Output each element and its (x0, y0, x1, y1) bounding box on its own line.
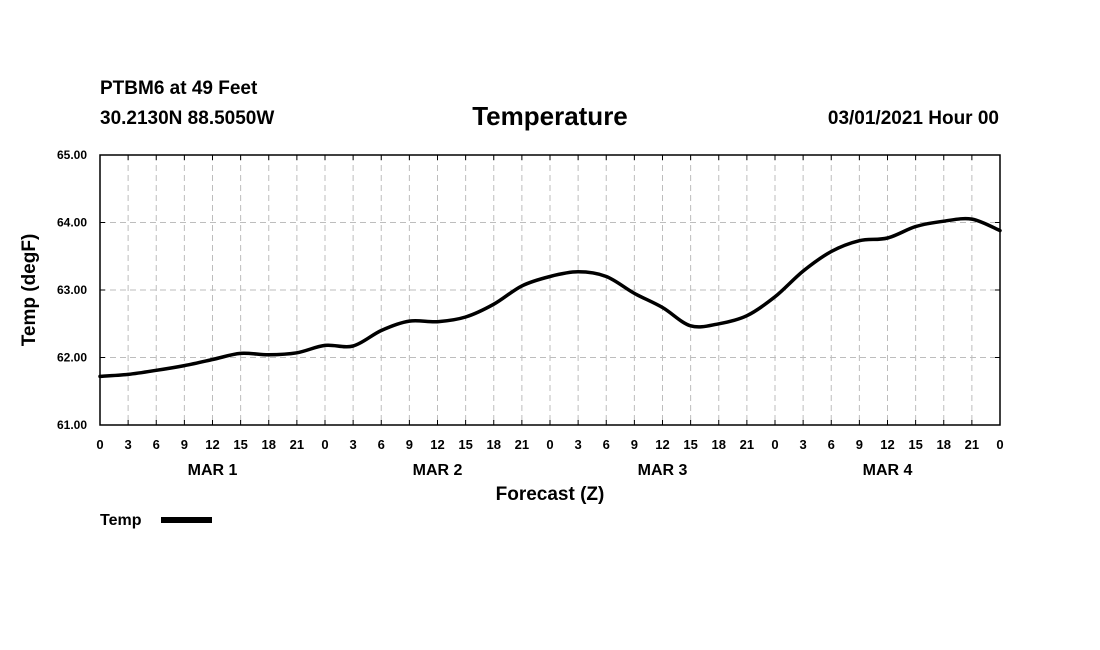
x-tick-label: 12 (655, 437, 669, 452)
x-tick-label: 3 (800, 437, 807, 452)
x-tick-label: 3 (350, 437, 357, 452)
y-tick-labels: 61.00 62.00 63.00 64.00 65.00 (57, 148, 87, 432)
x-tick-label: 21 (965, 437, 979, 452)
x-tick-label: 9 (631, 437, 638, 452)
x-tick-label: 12 (205, 437, 219, 452)
grid-lines (99, 154, 1001, 426)
x-tick-label: 18 (487, 437, 501, 452)
x-tick-labels: 0 3 6 9 12 15 18 21 0 3 6 9 12 15 18 21 0 3 6 9 12 15 18 21 0 3 6 9… (96, 437, 1003, 452)
chart-title: Temperature (472, 101, 628, 131)
y-tick-label: 61.00 (57, 418, 87, 432)
day-label: MAR 3 (638, 462, 688, 479)
x-tick-label: 21 (515, 437, 529, 452)
x-tick-label: 12 (430, 437, 444, 452)
x-tick-label: 0 (996, 437, 1003, 452)
y-tick-label: 65.00 (57, 148, 87, 162)
day-labels: MAR 1 MAR 2 MAR 3 MAR 4 (188, 462, 913, 479)
x-tick-label: 0 (321, 437, 328, 452)
x-tick-label: 21 (740, 437, 754, 452)
x-tick-label: 6 (153, 437, 160, 452)
x-tick-label: 3 (575, 437, 582, 452)
x-tick-label: 0 (771, 437, 778, 452)
day-label: MAR 2 (413, 462, 463, 479)
x-tick-label: 21 (290, 437, 304, 452)
day-label: MAR 1 (188, 462, 238, 479)
y-axis-label: Temp (degF) (19, 234, 40, 347)
x-tick-label: 18 (262, 437, 276, 452)
x-tick-label: 9 (406, 437, 413, 452)
x-tick-label: 18 (712, 437, 726, 452)
x-tick-label: 15 (908, 437, 922, 452)
x-tick-label: 3 (125, 437, 132, 452)
temp-series-line (98, 216, 1002, 379)
legend-label: Temp (100, 512, 142, 529)
x-tick-label: 9 (856, 437, 863, 452)
day-label: MAR 4 (863, 462, 913, 479)
forecast-datetime: 03/01/2021 Hour 00 (828, 108, 999, 129)
x-tick-label: 6 (378, 437, 385, 452)
x-tick-label: 0 (546, 437, 553, 452)
y-tick-label: 63.00 (57, 283, 87, 297)
tick-marks (99, 154, 1001, 426)
station-label: PTBM6 at 49 Feet (100, 78, 258, 99)
y-tick-label: 64.00 (57, 216, 87, 230)
y-tick-label: 62.00 (57, 351, 87, 365)
x-tick-label: 15 (233, 437, 247, 452)
x-tick-label: 6 (828, 437, 835, 452)
x-tick-label: 0 (96, 437, 103, 452)
x-tick-label: 9 (181, 437, 188, 452)
x-tick-label: 15 (458, 437, 472, 452)
x-tick-label: 15 (683, 437, 697, 452)
x-tick-label: 12 (880, 437, 894, 452)
x-axis-label: Forecast (Z) (496, 484, 605, 505)
x-tick-label: 18 (937, 437, 951, 452)
x-tick-label: 6 (603, 437, 610, 452)
station-coords: 30.2130N 88.5050W (100, 108, 274, 129)
